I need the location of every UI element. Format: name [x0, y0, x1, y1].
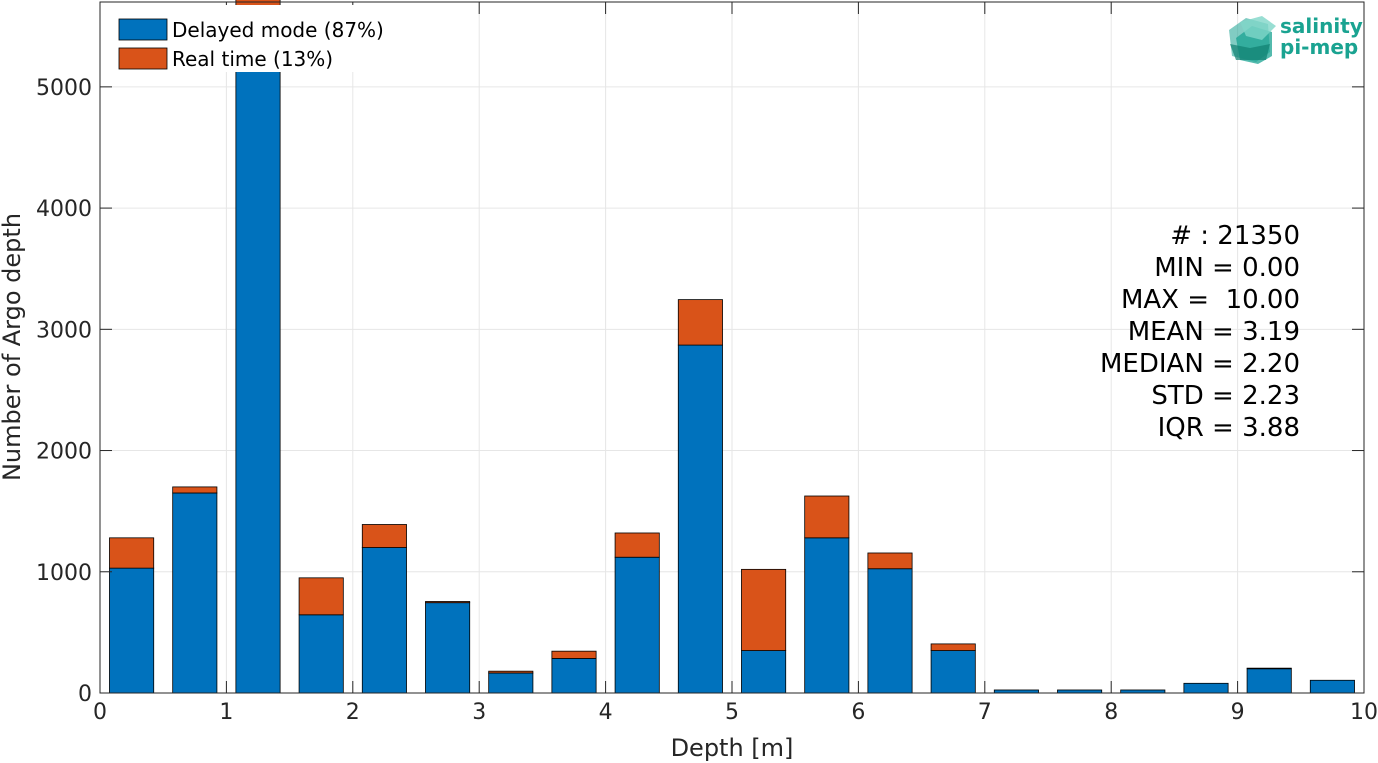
y-tick-label-2: 2000: [36, 440, 92, 465]
y-ticks: 0 1000 2000 3000 4000 5000: [36, 76, 1364, 707]
y-tick-label-3: 3000: [36, 318, 92, 343]
legend-swatch-delayed: [118, 18, 168, 41]
stat-max: MAX = 10.00: [1121, 285, 1300, 315]
x-tick-label-10: 10: [1350, 700, 1378, 725]
bar-delayed-7: [551, 658, 597, 694]
bar-realtime-18: [1246, 667, 1292, 670]
x-tick-label-0: 0: [93, 700, 107, 725]
bar-delayed-4: [361, 547, 407, 694]
y-tick-label-1: 1000: [36, 561, 92, 586]
bar-realtime-0: [109, 537, 155, 569]
salinity-pimep-logo: salinity pi-mep: [1229, 14, 1363, 64]
stat-mean: MEAN = 3.19: [1128, 317, 1300, 347]
logo-text-pimep: pi-mep: [1280, 35, 1358, 59]
y-tick-label-0: 0: [78, 682, 92, 707]
x-tick-label-9: 9: [1231, 700, 1245, 725]
bar-delayed-0: [109, 567, 155, 694]
wave-logo-icon: [1229, 16, 1276, 64]
bar-delayed-10: [741, 650, 787, 694]
bar-delayed-9: [677, 344, 723, 694]
bar-delayed-11: [804, 537, 850, 694]
bar-realtime-8: [614, 532, 660, 558]
stat-iqr: IQR = 3.88: [1158, 413, 1300, 443]
bar-delayed-8: [614, 556, 660, 694]
bar-realtime-3: [298, 577, 344, 616]
x-tick-label-4: 4: [599, 700, 613, 725]
y-tick-label-4: 4000: [36, 197, 92, 222]
y-tick-label-5: 5000: [36, 76, 92, 101]
x-axis-label: Depth [m]: [671, 734, 794, 762]
bar-delayed-13: [930, 650, 976, 694]
stat-count: # : 21350: [1170, 221, 1300, 251]
legend-swatch-realtime: [118, 47, 168, 70]
grid: [99, 2, 1365, 694]
bar-realtime-12: [867, 552, 913, 570]
bar-delayed-3: [298, 614, 344, 694]
bar-realtime-4: [361, 524, 407, 548]
bar-realtime-13: [930, 643, 976, 651]
x-tick-label-2: 2: [346, 700, 360, 725]
stat-median: MEDIAN = 2.20: [1100, 349, 1300, 379]
bar-delayed-17: [1183, 682, 1229, 694]
bar-delayed-12: [867, 568, 913, 694]
x-tick-label-8: 8: [1104, 700, 1118, 725]
x-ticks: 0 1 2 3 4 5 6 7 8 9 10: [93, 2, 1378, 725]
bar-realtime-6: [488, 670, 534, 674]
y-axis-label: Number of Argo depth: [0, 213, 26, 481]
bar-delayed-18: [1246, 668, 1292, 694]
bar-delayed-19: [1309, 679, 1355, 694]
stats-box: # : 21350 MIN = 0.00 MAX = 10.00 MEAN = …: [1100, 221, 1300, 443]
bar-realtime-5: [425, 601, 471, 604]
bars: [109, 0, 1355, 694]
x-tick-label-3: 3: [472, 700, 486, 725]
x-tick-label-5: 5: [725, 700, 739, 725]
bar-delayed-5: [425, 602, 471, 694]
bar-realtime-11: [804, 495, 850, 539]
legend-label-delayed: Delayed mode (87%): [172, 18, 384, 42]
bar-delayed-6: [488, 672, 534, 694]
legend-label-realtime: Real time (13%): [172, 47, 333, 71]
bar-realtime-7: [551, 650, 597, 659]
x-tick-label-7: 7: [978, 700, 992, 725]
bar-delayed-2: [235, 17, 281, 694]
legend: Delayed mode (87%) Real time (13%): [103, 5, 405, 72]
x-tick-label-1: 1: [219, 700, 233, 725]
stat-min: MIN = 0.00: [1154, 253, 1300, 283]
bar-realtime-9: [677, 299, 723, 346]
bar-realtime-10: [741, 568, 787, 651]
logo-text-salinity: salinity: [1280, 14, 1363, 38]
x-tick-label-6: 6: [851, 700, 865, 725]
stat-std: STD = 2.23: [1151, 381, 1300, 411]
bar-realtime-1: [172, 486, 218, 494]
bar-delayed-1: [172, 492, 218, 694]
